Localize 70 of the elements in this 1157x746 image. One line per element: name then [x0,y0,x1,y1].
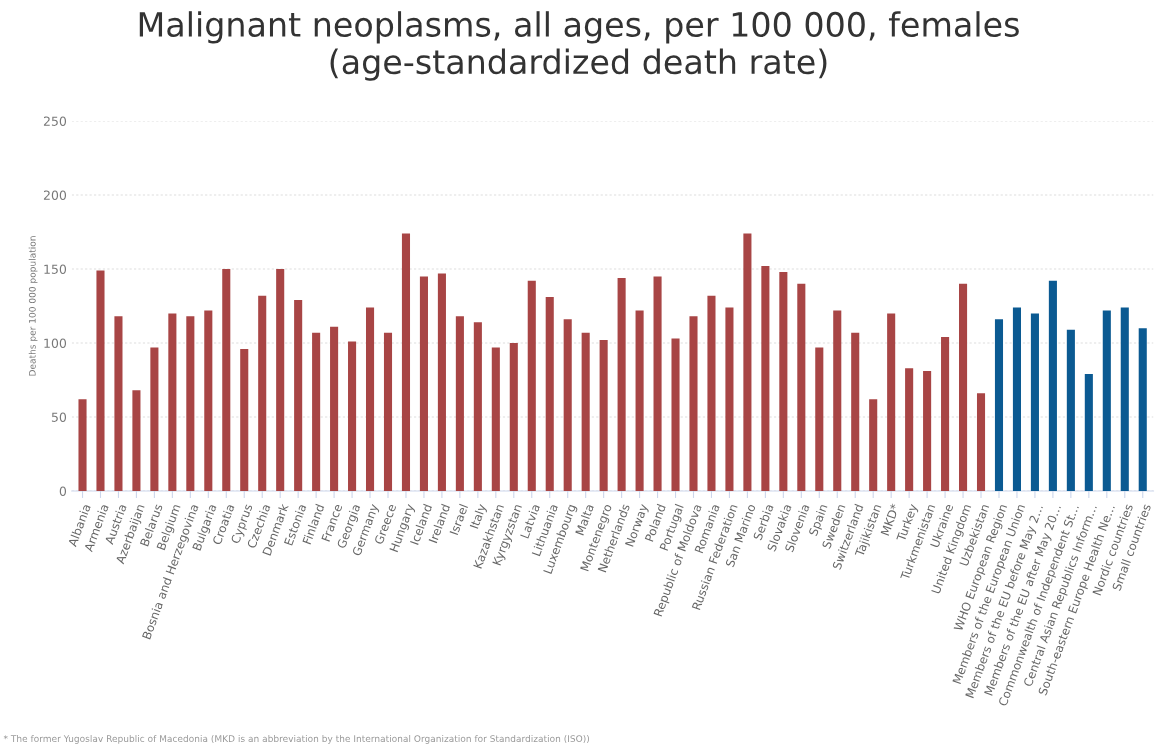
bar [617,277,626,491]
bar [150,347,159,491]
bar [689,316,698,491]
bar [635,310,644,491]
chart-title: Malignant neoplasms, all ages, per 100 000, females (age-standardized death rate) [139,11,1019,81]
bar [671,338,680,491]
bar [204,310,213,491]
bar [1066,329,1075,491]
bar [168,313,177,491]
y-tick-label: 150 [44,264,67,274]
y-tick-label: 50 [51,412,67,422]
bar [563,319,572,491]
bar [545,297,554,491]
bar [1048,280,1057,491]
y-tick-label: 250 [43,116,67,126]
bar [527,280,536,491]
bar [509,343,518,491]
bar [905,368,914,491]
bar [1120,307,1129,491]
bar [473,322,482,491]
bar [761,266,770,491]
y-axis-title: Deaths per 100 000 population [28,236,38,376]
bar [653,276,662,491]
bar [330,326,339,491]
y-tick-label: 0 [59,486,67,496]
text: * The former Yugoslav Republic of Macedonia (MKD is an abbreviation by the International Organization for Standardization (ISO)) [3,735,589,744]
bar [312,332,321,491]
bar [186,316,195,491]
bar [976,393,986,491]
bar [1138,328,1147,491]
bar [276,269,285,491]
bar [581,332,590,491]
bar [941,337,950,491]
bar [743,233,752,491]
bar [1102,310,1111,491]
bar [725,307,734,491]
bar [491,347,500,491]
bar [887,313,896,491]
bar [1030,313,1039,491]
bar [797,283,806,491]
x-tick-label: Israel [449,503,469,536]
bar [96,270,105,491]
bar [437,273,446,491]
bar [222,269,231,491]
bar [365,307,375,491]
y-tick-label: 100 [44,338,67,348]
bar [132,390,141,491]
bar [401,233,411,491]
bar [383,332,393,491]
bar [869,399,878,491]
bar [294,300,303,491]
bar [258,295,267,491]
bar [114,316,123,491]
bar [851,332,860,491]
bar [779,271,788,491]
bar [348,341,357,491]
y-tick-label: 200 [43,190,67,200]
bar [815,347,824,491]
bar [1084,374,1093,491]
bar [833,310,842,491]
bar [455,316,464,491]
bar [994,319,1004,491]
bar [78,399,87,491]
bar [599,340,608,491]
bar [419,276,428,491]
bar [240,348,249,491]
bar [959,283,968,491]
bar [1012,307,1021,491]
bar [707,295,716,491]
bar [923,371,932,491]
